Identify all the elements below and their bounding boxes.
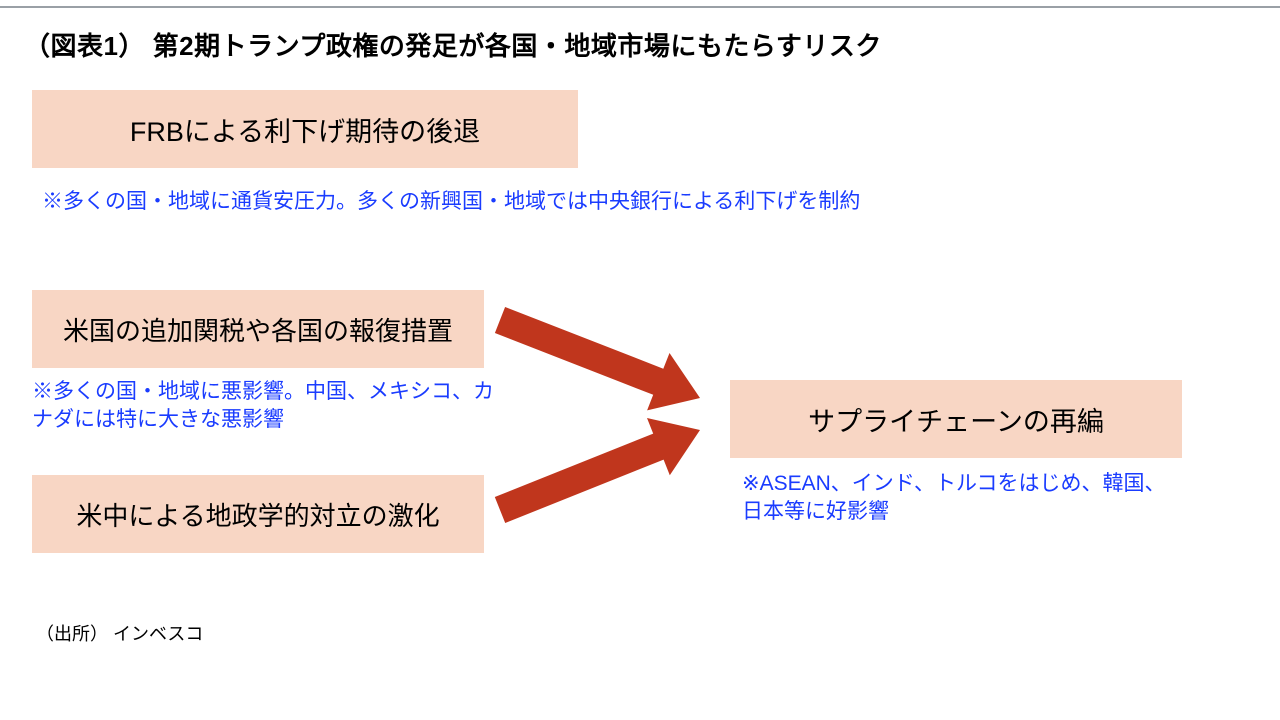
risk-box-frb-label: FRBによる利下げ期待の後退 [130,110,480,149]
top-rule [0,6,1280,8]
note-supplychain: ※ASEAN、インド、トルコをはじめ、韓国、日本等に好影響 [742,470,1172,527]
risk-box-tariff-label: 米国の追加関税や各国の報復措置 [63,311,453,348]
note-tariff: ※多くの国・地域に悪影響。中国、メキシコ、カナダには特に大きな悪影響 [32,378,502,435]
source-label: （出所） インベスコ [36,620,203,646]
diagram-page: （図表1） 第2期トランプ政権の発足が各国・地域市場にもたらすリスク FRBによ… [0,0,1280,720]
risk-box-tariff: 米国の追加関税や各国の報復措置 [32,290,484,368]
result-box-supplychain: サプライチェーンの再編 [730,380,1182,458]
risk-box-frb: FRBによる利下げ期待の後退 [32,90,578,168]
risk-box-geopolitics-label: 米中による地政学的対立の激化 [76,496,439,533]
arrow-geo-to-supply [460,390,740,550]
page-title: （図表1） 第2期トランプ政権の発足が各国・地域市場にもたらすリスク [24,26,882,63]
risk-box-geopolitics: 米中による地政学的対立の激化 [32,475,484,553]
note-frb: ※多くの国・地域に通貨安圧力。多くの新興国・地域では中央銀行による利下げを制約 [42,188,1142,216]
result-box-supplychain-label: サプライチェーンの再編 [808,400,1104,439]
